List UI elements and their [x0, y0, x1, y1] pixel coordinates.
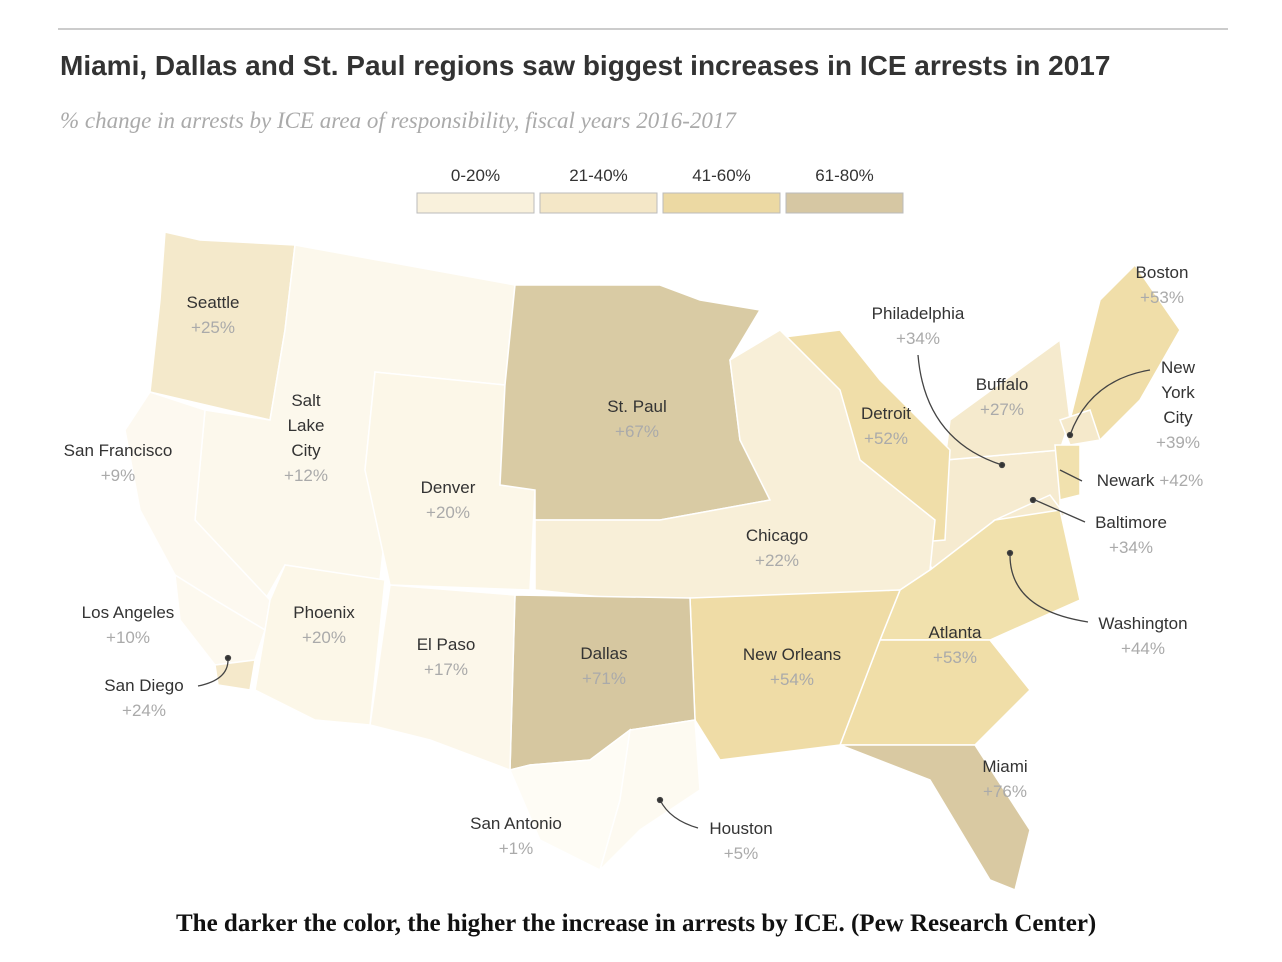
- region-label: Seattle +25%: [153, 290, 273, 340]
- region-label: Atlanta +53%: [900, 620, 1010, 670]
- title: Miami, Dallas and St. Paul regions saw b…: [60, 50, 1111, 81]
- region-name: Los Angeles: [81, 603, 175, 622]
- subtitle: % change in arrests by ICE area of respo…: [60, 108, 736, 133]
- region-change: +5%: [723, 844, 759, 863]
- region-label: San Antonio +1%: [446, 811, 586, 861]
- region-name: Seattle: [186, 293, 240, 312]
- region: [1054, 444, 1081, 501]
- region-change: +25%: [191, 318, 235, 337]
- region-name: Houston: [709, 819, 773, 838]
- region-change: +54%: [770, 670, 814, 689]
- region-change: +27%: [980, 400, 1024, 419]
- region-label: Buffalo +27%: [952, 372, 1052, 422]
- region-name: San Francisco: [63, 441, 173, 460]
- region-name: San Diego: [104, 676, 184, 695]
- region-label: Denver +20%: [388, 475, 508, 525]
- region-change: +39%: [1156, 433, 1200, 452]
- legend-label: 21-40%: [569, 166, 628, 185]
- region-change: +76%: [983, 782, 1027, 801]
- region-label: Boston +53%: [1117, 260, 1207, 310]
- region-change: +42%: [1159, 471, 1204, 490]
- regions: [124, 231, 1181, 892]
- legend-label: 41-60%: [692, 166, 751, 185]
- region-change: +12%: [284, 466, 328, 485]
- region-label: Philadelphia +34%: [848, 301, 988, 351]
- region-label: San Francisco +9%: [63, 438, 173, 488]
- region-name: Chicago: [745, 526, 809, 545]
- region-change: +1%: [498, 839, 534, 858]
- region-change: +34%: [1109, 538, 1153, 557]
- region-change: +24%: [122, 701, 166, 720]
- region-change: +9%: [100, 466, 136, 485]
- region-change: +52%: [864, 429, 908, 448]
- region-label: Miami +76%: [960, 754, 1050, 804]
- region-change: +20%: [426, 503, 470, 522]
- region-name: Atlanta: [928, 623, 982, 642]
- region-name: New York City: [1160, 358, 1195, 427]
- region-name: St. Paul: [607, 397, 667, 416]
- region-label: Newark +42%: [1070, 468, 1230, 493]
- region-change: +34%: [896, 329, 940, 348]
- region-name: Washington: [1098, 614, 1188, 633]
- region-change: +20%: [302, 628, 346, 647]
- region-name: Newark: [1096, 471, 1155, 490]
- region-change: +22%: [755, 551, 799, 570]
- region-name: Philadelphia: [871, 304, 965, 323]
- region-label: Houston +5%: [686, 816, 796, 866]
- region-name: Salt Lake City: [287, 391, 325, 460]
- region-label: El Paso +17%: [396, 632, 496, 682]
- region-name: Miami: [982, 757, 1028, 776]
- region: [598, 719, 701, 873]
- region-label: New York City +39%: [1148, 355, 1208, 455]
- region-label: Salt Lake City +12%: [271, 388, 341, 488]
- legend-swatch: [662, 192, 781, 214]
- leaders: [197, 354, 1151, 829]
- region-label: New Orleans +54%: [722, 642, 862, 692]
- region-label: Dallas +71%: [554, 641, 654, 691]
- region-name: Baltimore: [1095, 513, 1167, 532]
- legend-label: 61-80%: [815, 166, 874, 185]
- region-name: Boston: [1135, 263, 1189, 282]
- region-change: +44%: [1121, 639, 1165, 658]
- legend-swatch: [416, 192, 535, 214]
- region: [254, 564, 386, 726]
- region-label: Baltimore +34%: [1076, 510, 1186, 560]
- region-change: +53%: [1140, 288, 1184, 307]
- region-change: +53%: [933, 648, 977, 667]
- region-label: Detroit +52%: [836, 401, 936, 451]
- region-label: San Diego +24%: [84, 673, 204, 723]
- region-name: Detroit: [860, 404, 912, 423]
- region-name: Buffalo: [975, 375, 1029, 394]
- region-name: New Orleans: [742, 645, 842, 664]
- region-name: Phoenix: [293, 603, 355, 622]
- region-label: St. Paul +67%: [577, 394, 697, 444]
- region-change: +71%: [582, 669, 626, 688]
- region-name: El Paso: [416, 635, 476, 654]
- region-label: Los Angeles +10%: [63, 600, 193, 650]
- region-change: +17%: [424, 660, 468, 679]
- region-label: Phoenix +20%: [269, 600, 379, 650]
- region-label: Washington +44%: [1078, 611, 1208, 661]
- region-change: +67%: [615, 422, 659, 441]
- region-change: +10%: [106, 628, 150, 647]
- legend-swatch: [785, 192, 904, 214]
- region-name: San Antonio: [470, 814, 562, 833]
- legend-swatch: [539, 192, 658, 214]
- caption: The darker the color, the higher the inc…: [176, 910, 1097, 937]
- region: [839, 744, 1031, 892]
- region: [369, 584, 516, 772]
- legend-label: 0-20%: [450, 166, 501, 185]
- region: [214, 659, 256, 691]
- region-name: Dallas: [580, 644, 628, 663]
- region-name: Denver: [420, 478, 476, 497]
- region-label: Chicago +22%: [722, 523, 832, 573]
